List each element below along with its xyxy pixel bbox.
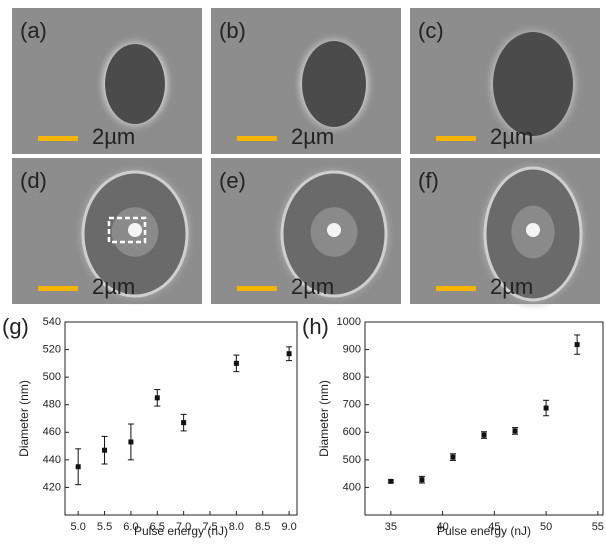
x-tick-label: 7.5 bbox=[202, 521, 217, 533]
data-point bbox=[75, 464, 81, 470]
x-tick-label: 5.0 bbox=[71, 521, 86, 533]
data-point bbox=[181, 420, 187, 426]
x-tick-label: 45 bbox=[488, 521, 500, 533]
x-tick-label: 8.5 bbox=[255, 521, 270, 533]
panel-label: (f) bbox=[418, 168, 439, 193]
data-point bbox=[233, 360, 239, 366]
scale-bar bbox=[38, 286, 78, 291]
plot-frame bbox=[364, 321, 604, 516]
scale-bar bbox=[436, 136, 476, 141]
bright-spot bbox=[327, 223, 341, 237]
scale-label: 2µm bbox=[490, 274, 533, 299]
dashed-box bbox=[107, 216, 147, 244]
x-tick-label: 35 bbox=[385, 521, 397, 533]
scale-label: 2µm bbox=[291, 124, 334, 149]
x-axis-label: Pulse energy (nJ) bbox=[134, 524, 228, 538]
data-point bbox=[574, 342, 580, 348]
data-point bbox=[450, 454, 456, 460]
hole bbox=[105, 44, 165, 124]
data-point bbox=[419, 477, 425, 483]
y-tick-label: 480 bbox=[43, 399, 61, 411]
bright-spot bbox=[526, 223, 540, 237]
y-tick-label: 1000 bbox=[337, 316, 361, 328]
y-tick-label: 600 bbox=[343, 426, 361, 438]
x-tick-label: 7.0 bbox=[176, 521, 191, 533]
data-point bbox=[388, 478, 394, 484]
scale-label: 2µm bbox=[92, 124, 135, 149]
scale-label: 2µm bbox=[92, 274, 135, 299]
panel-label: (e) bbox=[219, 168, 246, 193]
data-point bbox=[512, 428, 518, 434]
x-tick-label: 40 bbox=[436, 521, 448, 533]
panel-label: (a) bbox=[20, 18, 47, 43]
y-tick-label: 440 bbox=[43, 454, 61, 466]
y-tick-label: 420 bbox=[43, 481, 61, 493]
x-axis-label: Pulse energy (nJ) bbox=[437, 524, 531, 538]
x-tick-label: 50 bbox=[540, 521, 552, 533]
y-tick-label: 700 bbox=[343, 399, 361, 411]
y-axis-label: Diameter (nm) bbox=[317, 380, 331, 457]
y-axis-label: Diameter (nm) bbox=[17, 380, 31, 457]
panel-label: (h) bbox=[302, 314, 329, 339]
data-point bbox=[102, 447, 108, 453]
y-tick-label: 460 bbox=[43, 426, 61, 438]
x-tick-label: 5.5 bbox=[97, 521, 112, 533]
y-tick-label: 500 bbox=[43, 371, 61, 383]
x-tick-label: 6.0 bbox=[123, 521, 138, 533]
plot-frame bbox=[64, 321, 298, 516]
data-point bbox=[286, 351, 292, 357]
panel-label: (d) bbox=[20, 168, 47, 193]
scale-bar bbox=[237, 136, 277, 141]
y-tick-label: 520 bbox=[43, 343, 61, 355]
panel-label: (c) bbox=[418, 18, 444, 43]
x-tick-label: 9.0 bbox=[281, 521, 296, 533]
scale-bar bbox=[436, 286, 476, 291]
y-tick-label: 500 bbox=[343, 454, 361, 466]
scale-bar bbox=[38, 136, 78, 141]
y-tick-label: 540 bbox=[43, 316, 61, 328]
data-point bbox=[154, 395, 160, 401]
bright-spot bbox=[128, 223, 142, 237]
data-point bbox=[543, 405, 549, 411]
scale-label: 2µm bbox=[291, 274, 334, 299]
panel-label: (b) bbox=[219, 18, 246, 43]
data-point bbox=[481, 432, 487, 438]
y-tick-label: 800 bbox=[343, 371, 361, 383]
x-tick-label: 8.0 bbox=[229, 521, 244, 533]
hole bbox=[302, 41, 366, 127]
x-tick-label: 6.5 bbox=[150, 521, 165, 533]
scale-bar bbox=[237, 286, 277, 291]
y-tick-label: 400 bbox=[343, 481, 361, 493]
hole bbox=[493, 32, 573, 136]
y-tick-label: 900 bbox=[343, 343, 361, 355]
scale-label: 2µm bbox=[490, 124, 533, 149]
panel-label: (g) bbox=[2, 314, 29, 339]
data-point bbox=[128, 439, 134, 445]
x-tick-label: 55 bbox=[592, 521, 604, 533]
